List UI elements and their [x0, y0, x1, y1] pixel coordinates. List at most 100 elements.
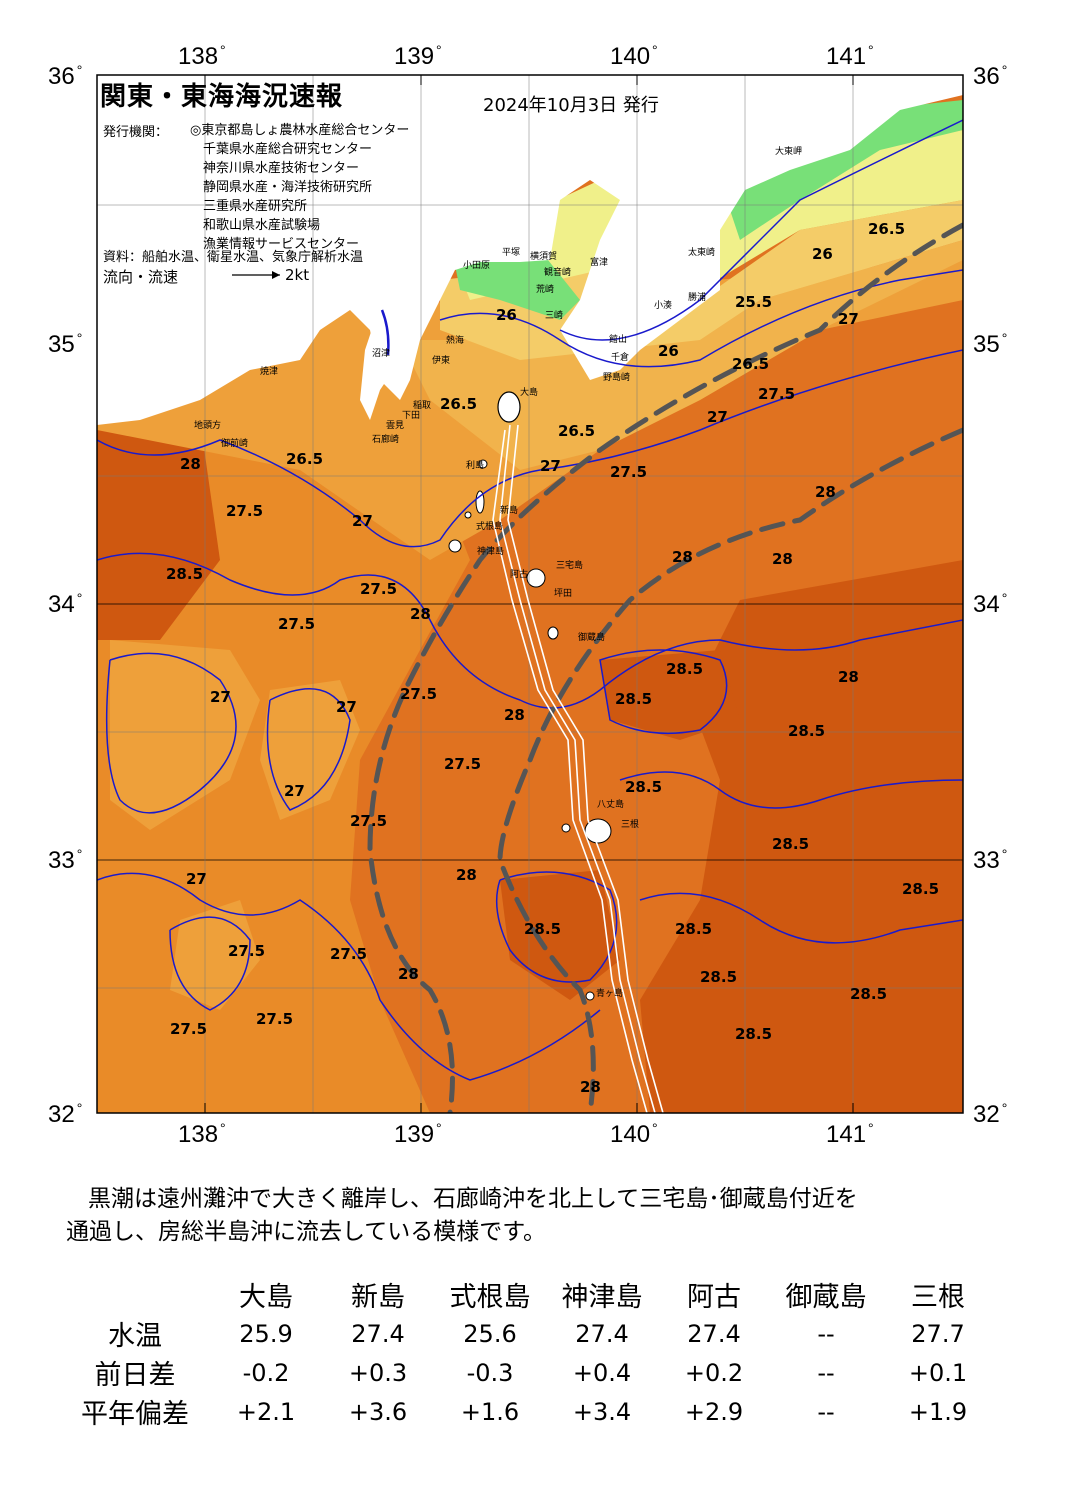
place-label: 大島 [520, 388, 539, 398]
isotherm-label: 28.5 [625, 778, 663, 796]
publisher-item: 和歌山県水産試験場 [203, 218, 321, 233]
lon-label-top-138: 138 ° [178, 42, 226, 70]
table-row-header: 平年偏差 [81, 1399, 189, 1430]
isotherm-label: 28.5 [700, 968, 738, 986]
grid-lines [97, 75, 963, 1113]
axis-ticks [204, 75, 854, 1113]
place-label: 下田 [402, 411, 421, 421]
place-label: 阿古 [510, 570, 529, 580]
sea-temperature-map [96, 74, 964, 1114]
isotherm-label: 28.5 [666, 660, 704, 678]
publisher-item: 神奈川県水産技術センター [203, 161, 360, 176]
island-toshima [478, 459, 488, 469]
map-frame [96, 74, 964, 1114]
table-cell: +2.9 [684, 1397, 744, 1426]
place-label: 御前崎 [221, 439, 249, 449]
table-cell: +0.2 [684, 1358, 744, 1387]
map-title: 関東・東海海況速報 [100, 82, 344, 112]
place-label: 館山 [609, 335, 628, 345]
table-cell: -0.3 [466, 1358, 514, 1387]
table-cell: 25.9 [239, 1319, 293, 1348]
island-hachijokojima [561, 823, 571, 833]
summary-line: 黒潮は遠州灘沖で大きく離岸し、石廊崎沖を北上して三宅島･御蔵島付近を [88, 1186, 858, 1212]
isotherm-label: 28.5 [735, 1025, 773, 1043]
lat-label-left-32: 32 ° [48, 1100, 83, 1128]
lon-label-top-141: 141 ° [826, 42, 874, 70]
isotherm-label: 25.5 [735, 293, 773, 311]
lat-label-left-34: 34 ° [48, 590, 83, 618]
island-niijima [475, 490, 485, 514]
lon-label-top-139: 139 ° [394, 42, 442, 70]
coast-green-tokyobay [455, 250, 580, 320]
place-label: 稲取 [413, 401, 432, 411]
isotherm-label: 28 [456, 866, 477, 884]
island-oshima [497, 391, 521, 423]
table-col-header: 御蔵島 [785, 1282, 867, 1313]
isotherm-label: 26 [812, 245, 833, 263]
isotherm-label: 26 [496, 306, 517, 324]
lat-label-left-36: 36 ° [48, 62, 83, 90]
place-label: 焼津 [260, 367, 279, 377]
isotherm-label: 27 [336, 698, 357, 716]
island-shikinejima [464, 511, 472, 519]
isotherm-label: 28 [398, 965, 419, 983]
isotherm-label: 28.5 [788, 722, 826, 740]
table-header-row: 大島 新島 式根島 神津島 阿古 御蔵島 三根 [60, 1275, 994, 1314]
lat-label-right-34: 34 ° [973, 590, 1008, 618]
isotherm-label: 27.5 [170, 1020, 208, 1038]
summary-line: 通過し、房総半島沖に流去している模様です。 [66, 1219, 547, 1245]
table-row-header: 水温 [108, 1321, 162, 1352]
place-label: 地頭方 [194, 421, 222, 431]
isotherm-label: 28 [410, 605, 431, 623]
isotherm-label: 28 [772, 550, 793, 568]
isotherm-label: 28.5 [772, 835, 810, 853]
summary-text: 黒潮は遠州灘沖で大きく離岸し、石廊崎沖を北上して三宅島･御蔵島付近を 通過し、房… [66, 1183, 966, 1249]
table-cell: -- [817, 1397, 835, 1426]
lat-label-left-35: 35 ° [48, 330, 83, 358]
place-label: 石廊崎 [372, 435, 400, 445]
table-cell: 27.4 [351, 1319, 405, 1348]
isotherm-label: 27.5 [360, 580, 398, 598]
island-miyakejima [526, 568, 546, 588]
issued-date: 2024年10月3日 発行 [483, 95, 659, 116]
place-label: 青ヶ島 [596, 989, 624, 999]
place-label: 利島 [466, 461, 485, 471]
island-aogashima [585, 991, 595, 1001]
isotherm-label: 27 [352, 512, 373, 530]
flow-legend-label: 流向・流速 [103, 268, 179, 286]
table-cell: 27.4 [575, 1319, 629, 1348]
isotherm-label: 27 [540, 457, 561, 475]
isotherm-label: 28 [180, 455, 201, 473]
table-col-header: 式根島 [449, 1282, 531, 1313]
table-cell: +3.6 [348, 1397, 408, 1426]
place-label: 小田原 [463, 261, 491, 271]
map-legend: 関東・東海海況速報 [100, 84, 460, 110]
place-label: 熱海 [446, 336, 465, 346]
place-label: 太東崎 [688, 248, 716, 258]
data-source: 資料：船舶水温、衛星水温、気象庁解析水温 [103, 250, 364, 265]
isotherm-label: 28.5 [675, 920, 713, 938]
table-row: 前日差 -0.2 +0.3 -0.3 +0.4 +0.2 -- +0.1 [60, 1353, 994, 1392]
place-label: 三宅島 [556, 561, 584, 571]
sea-zone-27-a [110, 640, 260, 830]
isotherm-label: 27 [284, 782, 305, 800]
flow-legend-unit: 2kt [285, 266, 310, 284]
isotherm-label: 26 [658, 342, 679, 360]
table-cell: 25.6 [463, 1319, 517, 1348]
coast-blue-line [380, 309, 390, 356]
isotherm-label: 27.5 [256, 1010, 294, 1028]
isotherm-label: 28.5 [902, 880, 940, 898]
table-cell: -- [817, 1319, 835, 1348]
table-row: 平年偏差 +2.1 +3.6 +1.6 +3.4 +2.9 -- +1.9 [60, 1392, 994, 1431]
lon-label-bottom-141: 141 ° [826, 1120, 874, 1148]
place-label: 沼津 [372, 349, 391, 359]
lon-label-bottom-140: 140 ° [610, 1120, 658, 1148]
place-label: 御蔵島 [578, 633, 606, 643]
place-label: 平塚 [502, 248, 521, 258]
table-col-header: 阿古 [687, 1282, 741, 1313]
lat-label-right-32: 32 ° [973, 1100, 1008, 1128]
isotherm-label: 28 [672, 548, 693, 566]
place-label: 雲見 [386, 421, 405, 431]
isotherm-label: 27.5 [278, 615, 316, 633]
isotherm-label: 27.5 [758, 385, 796, 403]
